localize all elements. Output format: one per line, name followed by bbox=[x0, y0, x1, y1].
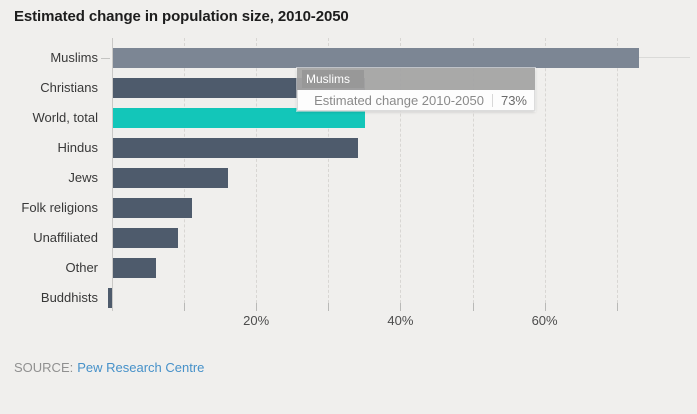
bar-jews[interactable] bbox=[113, 168, 229, 188]
tooltip-series-name: Muslims bbox=[302, 70, 364, 88]
tooltip-body: Estimated change 2010-2050 73% bbox=[297, 90, 535, 111]
bar-folk-religions[interactable] bbox=[113, 198, 193, 218]
tooltip: Muslims Estimated change 2010-2050 73% bbox=[297, 68, 535, 111]
bar-unaffiliated[interactable] bbox=[113, 228, 178, 248]
axis-tick-label-60: 60% bbox=[531, 313, 558, 328]
category-label-other: Other bbox=[65, 260, 98, 275]
category-label-hindus: Hindus bbox=[57, 140, 98, 155]
axis-tick-30 bbox=[328, 303, 330, 311]
tooltip-value: 73% bbox=[500, 92, 527, 108]
axis-tick-50 bbox=[472, 303, 474, 311]
source-link[interactable]: Pew Research Centre bbox=[77, 360, 205, 375]
axis-tick-20 bbox=[256, 303, 258, 311]
highlight-label-tick bbox=[101, 58, 110, 59]
tooltip-label: Estimated change 2010-2050 bbox=[314, 92, 484, 108]
category-label-jews: Jews bbox=[68, 170, 98, 185]
bar-buddhists[interactable] bbox=[108, 288, 112, 308]
axis-tick-label-40: 40% bbox=[387, 313, 414, 328]
axis-tick-10 bbox=[184, 303, 186, 311]
axis-tick-40 bbox=[400, 303, 402, 311]
tooltip-header: Muslims bbox=[297, 68, 535, 90]
bar-muslims[interactable] bbox=[113, 48, 640, 68]
source-label: SOURCE: bbox=[14, 360, 74, 375]
tooltip-divider bbox=[491, 93, 493, 107]
zero-axis-line bbox=[112, 38, 113, 311]
category-label-christians: Christians bbox=[40, 80, 98, 95]
category-label-world-total: World, total bbox=[32, 110, 98, 125]
category-label-buddhists: Buddhists bbox=[40, 290, 98, 305]
gridline-20 bbox=[256, 38, 258, 303]
bar-other[interactable] bbox=[113, 258, 157, 278]
gridline-30 bbox=[328, 38, 330, 303]
category-label-unaffiliated: Unaffiliated bbox=[33, 230, 98, 245]
bar-hindus[interactable] bbox=[113, 138, 359, 158]
axis-tick-70 bbox=[616, 303, 618, 311]
category-label-muslims: Muslims bbox=[50, 50, 98, 65]
gridline-50 bbox=[472, 38, 474, 303]
category-label-folk-religions: Folk religions bbox=[21, 200, 98, 215]
hover-crosshair-line bbox=[638, 57, 690, 58]
axis-tick-label-20: 20% bbox=[243, 313, 270, 328]
bar-world-total[interactable] bbox=[113, 108, 366, 128]
chart-title: Estimated change in population size, 201… bbox=[14, 8, 349, 25]
source-line: SOURCE: Pew Research Centre bbox=[14, 360, 204, 375]
gridline-40 bbox=[400, 38, 402, 303]
gridline-70 bbox=[616, 38, 618, 303]
axis-tick-60 bbox=[544, 303, 546, 311]
gridline-60 bbox=[544, 38, 546, 303]
